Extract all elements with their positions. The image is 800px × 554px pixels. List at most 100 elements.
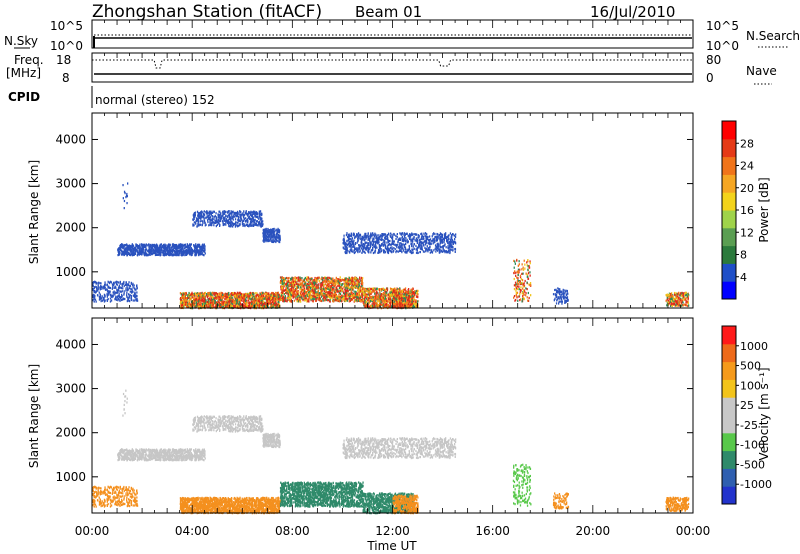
range-gate-cell (246, 219, 248, 222)
range-gate-cell (148, 249, 150, 252)
range-gate-cell (197, 213, 199, 216)
range-gate-cell (243, 295, 245, 298)
range-gate-cell (451, 235, 453, 238)
range-gate-cell (297, 290, 299, 293)
range-gate-cell (256, 220, 258, 223)
range-gate-cell (215, 212, 217, 215)
range-gate-cell (442, 239, 444, 242)
range-gate-cell (245, 300, 248, 303)
range-gate-cell (226, 292, 228, 295)
range-gate-cell (367, 233, 369, 236)
range-gate-cell (389, 235, 391, 238)
range-gate-cell (112, 284, 115, 287)
range-gate-cell (196, 210, 199, 213)
range-gate-cell (192, 224, 194, 227)
range-gate-cell (208, 213, 210, 217)
range-gate-cell (225, 305, 227, 308)
range-gate-cell (217, 218, 219, 221)
range-gate-cell (228, 305, 230, 308)
range-gate-cell (222, 213, 224, 216)
range-gate-cell (245, 293, 248, 296)
range-gate-cell (114, 298, 116, 301)
range-gate-cell (194, 299, 197, 302)
range-gate-cell (291, 283, 293, 286)
range-gate-cell (410, 250, 412, 253)
range-gate-cell (227, 211, 229, 214)
range-gate-cell (455, 233, 457, 236)
range-gate-cell (243, 224, 245, 227)
range-gate-cell (199, 220, 201, 223)
range-gate-cell (234, 222, 237, 225)
range-gate-cell (369, 241, 371, 244)
range-gate-cell (199, 248, 201, 251)
range-gate-cell (178, 253, 180, 256)
range-gate-cell (246, 223, 249, 226)
range-gate-cell (319, 292, 321, 295)
range-gate-cell (274, 293, 276, 296)
range-gate-cell (191, 253, 193, 256)
range-gate-cell (155, 253, 157, 256)
range-gate-cell (195, 220, 197, 223)
range-gate-cell (286, 286, 288, 289)
range-gate-cell (436, 247, 438, 250)
range-gate-cell (215, 292, 217, 295)
range-gate-cell (447, 246, 449, 249)
range-gate-cell (289, 282, 291, 285)
range-gate-cell (246, 224, 249, 227)
range-gate-cell (223, 303, 226, 306)
range-gate-cell (231, 296, 233, 299)
range-gate-cell (194, 303, 196, 306)
range-gate-cell (329, 300, 331, 303)
range-gate-cell (274, 230, 276, 233)
range-gate-cell (220, 301, 223, 304)
range-gate-cell (204, 252, 206, 255)
range-gate-cell (207, 211, 209, 214)
range-gate-cell (378, 235, 380, 239)
range-gate-cell (99, 293, 101, 296)
range-gate-cell (249, 217, 252, 221)
range-gate-cell (357, 232, 360, 235)
range-gate-cell (271, 294, 273, 297)
range-gate-cell (258, 222, 260, 225)
range-gate-cell (217, 299, 220, 302)
range-gate-cell (203, 210, 205, 213)
range-gate-cell (185, 299, 187, 302)
range-gate-cell (194, 250, 196, 253)
range-gate-cell (121, 282, 123, 286)
range-gate-cell (454, 237, 456, 241)
range-gate-cell (411, 245, 413, 248)
range-gate-cell (255, 222, 257, 225)
range-gate-cell (249, 301, 251, 304)
range-gate-cell (437, 244, 440, 247)
range-gate-cell (372, 246, 374, 249)
range-gate-cell (230, 210, 232, 213)
range-gate-cell (370, 236, 372, 239)
range-gate-cell (368, 242, 370, 245)
range-gate-cell (156, 244, 158, 247)
range-gate-cell (227, 210, 229, 213)
range-gate-cell (417, 236, 419, 239)
range-gate-cell (272, 297, 274, 300)
range-gate-cell (412, 245, 414, 248)
range-gate-cell (180, 298, 182, 301)
range-gate-cell (268, 229, 271, 232)
range-gate-cell (271, 296, 273, 299)
range-gate-cell (240, 214, 242, 218)
range-gate-cell (248, 295, 250, 298)
range-gate-cell (413, 233, 415, 236)
range-gate-cell (128, 284, 130, 287)
range-gate-cell (420, 237, 422, 241)
range-gate-cell (162, 253, 164, 256)
range-gate-cell (278, 295, 280, 298)
range-gate-cell (94, 290, 96, 293)
range-gate-cell (179, 292, 182, 295)
range-gate-cell (351, 242, 353, 245)
range-gate-cell (208, 224, 210, 227)
range-gate-cell (434, 244, 437, 247)
range-gate-cell (96, 287, 98, 290)
range-gate-cell (334, 280, 336, 283)
range-gate-cell (260, 303, 262, 306)
range-gate-cell (260, 223, 262, 226)
range-gate-cell (391, 242, 394, 245)
range-gate-cell (421, 232, 423, 235)
